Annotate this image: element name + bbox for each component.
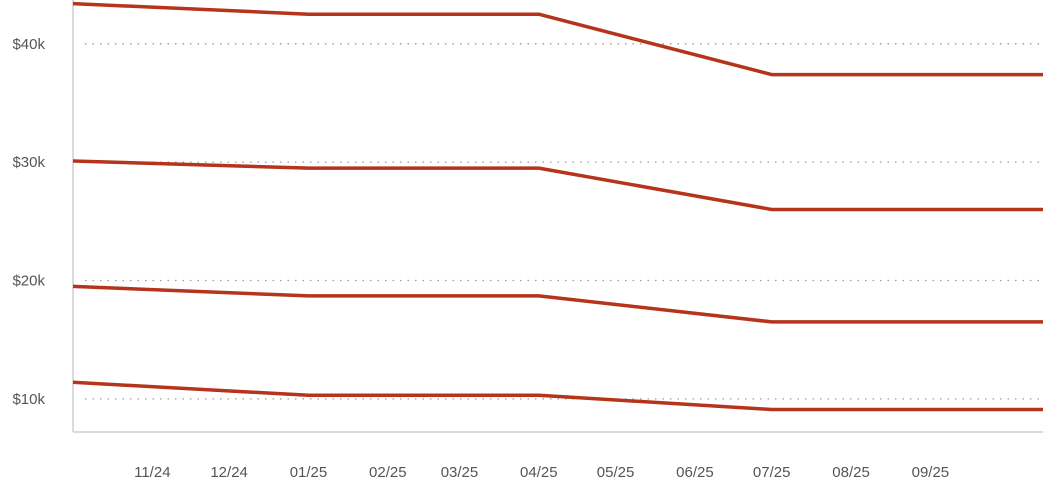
x-tick-label: 01/25 — [290, 464, 328, 481]
series-line-4 — [72, 380, 1043, 412]
axis-layer — [72, 0, 1043, 433]
series-line-2 — [72, 159, 1043, 212]
series-line-1 — [72, 1, 1043, 77]
y-tick-label: $40k — [12, 36, 45, 53]
series-layer — [72, 1, 1043, 412]
grid-layer — [85, 43, 1039, 400]
y-tick-label: $30k — [12, 154, 45, 171]
x-tick-label: 05/25 — [597, 464, 635, 481]
x-tick-label: 02/25 — [369, 464, 407, 481]
y-tick-label: $20k — [12, 273, 45, 290]
x-axis-tick-labels: 11/24 12/24 01/25 02/25 03/25 04/25 05/25 06/25… — [134, 464, 949, 481]
y-tick-label: $10k — [12, 391, 45, 408]
x-tick-label: 06/25 — [676, 464, 714, 481]
y-axis-tick-labels: $40k $30k $20k $10k — [12, 36, 45, 408]
x-tick-label: 07/25 — [753, 464, 791, 481]
x-tick-label: 04/25 — [520, 464, 558, 481]
x-tick-label: 11/24 — [134, 464, 170, 481]
series-line-3 — [72, 284, 1043, 324]
x-tick-label: 12/24 — [210, 464, 248, 481]
x-tick-label: 09/25 — [912, 464, 950, 481]
x-tick-label: 08/25 — [832, 464, 870, 481]
x-tick-label: 03/25 — [441, 464, 479, 481]
